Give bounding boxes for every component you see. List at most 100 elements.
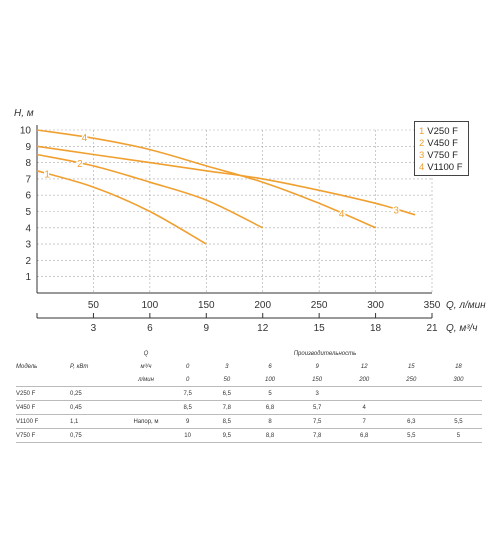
head-cell: 6,5 [207,386,247,401]
head-cell: 7 [340,414,388,429]
x-tick-label-top: 300 [367,300,384,311]
head-cell: 5 [434,428,482,443]
head-cell: 6,3 [387,414,435,429]
head-cell: 9,5 [207,428,247,443]
head-cell: 5,5 [387,428,435,443]
head-cell [387,400,435,415]
legend-item: 1 V250 F [419,126,468,138]
head-cell: 3 [293,386,341,401]
legend-name: V250 F [427,126,458,137]
y-tick-label: 3 [25,240,31,251]
lmin-cell: 300 [434,373,482,387]
y-tick-label: 9 [25,142,31,153]
unit-m3h: м³/ч [140,363,152,370]
unit-lmin: л/мин [124,373,168,387]
y-tick-label: 5 [25,207,31,218]
legend-number: 2 [419,138,425,149]
q-label: Q [143,350,149,357]
m3h-cell: 9 [315,363,319,370]
x-axis-bottom-label: Q, м³/ч [446,323,477,334]
head-cell: 5,7 [293,400,341,415]
curve-2 [36,153,264,229]
head-cell: 9 [168,414,208,429]
legend-name: V1100 F [427,162,463,173]
x-tick-label-bottom: 3 [91,323,97,334]
m3h-cell: 12 [360,363,368,370]
x-tick-label-top: 150 [198,300,215,311]
legend-number: 1 [419,126,425,137]
legend-number: 4 [419,162,425,173]
curve-label: 1 [44,170,50,181]
legend-item: 4 V1100 F [419,162,468,174]
x-tick-label-bottom: 6 [147,323,153,334]
head-cell: 8,5 [168,400,208,415]
power-column-header: P, кВт [70,363,89,370]
head-cell [387,386,435,401]
table-row: V1100 F 1,1 Напор, м 9 8,5 8 7,5 7 6,3 5… [16,414,482,429]
lmin-cell: 150 [293,373,341,387]
head-cell: 6,8 [340,428,388,443]
y-tick-label: 2 [25,256,31,267]
curve-1 [36,170,207,245]
x-tick-label-top: 200 [254,300,271,311]
model-column-header: Модель [16,363,38,370]
m3h-cell: 3 [225,363,229,370]
curve-label: 3 [393,205,399,216]
x-tick-label-bottom: 12 [257,323,269,334]
lmin-cell: 50 [207,373,247,387]
table-row: V450 F 0,45 8,5 7,8 6,8 5,7 4 [16,400,482,415]
head-cell: 7,8 [293,428,341,443]
model-cell: V250 F [16,386,70,401]
y-tick-label: 1 [25,272,31,283]
legend-item: 2 V450 F [419,138,468,150]
x-axis-top-label: Q, л/мин [446,300,486,311]
legend-name: V750 F [427,150,458,161]
x-tick-label-bottom: 15 [314,323,326,334]
curve-label: 4 [82,133,88,144]
head-cell: 7,5 [168,386,208,401]
m3h-cell: 18 [455,363,462,370]
lmin-cell: 250 [387,373,435,387]
table-row: V750 F 0,75 10 9,5 8,8 7,8 6,8 5,5 5 [16,428,482,443]
head-cell: 8,8 [246,428,294,443]
head-cell: 5,5 [434,414,482,429]
performance-header: Производительность [293,350,357,357]
head-cell [340,386,388,401]
head-cell: 8,5 [207,414,247,429]
m3h-cell: 6 [268,363,272,370]
lmin-cell: 0 [168,373,208,387]
x-tick-label-bottom: 21 [426,323,438,334]
head-cell: 8 [246,414,294,429]
legend-number: 3 [419,150,425,161]
head-cell: 6,8 [246,400,294,415]
head-cell [434,386,482,401]
curve-label: 4 [339,209,345,220]
head-cell: 7,8 [207,400,247,415]
model-cell: V750 F [16,428,70,443]
legend-item: 3 V750 F [419,150,468,162]
x-tick-label-top: 350 [424,300,441,311]
curve-3 [36,145,416,216]
y-tick-label: 7 [25,174,31,185]
curve-4 [36,129,376,229]
curve-label: 2 [77,159,83,170]
x-tick-label-top: 100 [142,300,159,311]
m3h-cell: 15 [407,363,415,370]
lmin-cell: 100 [246,373,294,387]
head-cell: 10 [168,428,208,443]
table-row: V250 F 0,25 7,5 6,5 5 3 [16,386,482,401]
y-tick-label: 4 [25,223,31,234]
legend-name: V450 F [427,138,458,149]
performance-table: Q Производительность Модель P, кВт м³/ч … [16,347,482,443]
head-cell: 7,5 [293,414,341,429]
y-axis-label: H, м [14,108,34,119]
y-tick-label: 8 [25,158,31,169]
head-cell [434,400,482,415]
head-label: Напор, м [124,414,168,429]
head-cell: 4 [340,400,388,415]
power-cell: 0,45 [70,400,124,415]
power-cell: 1,1 [70,414,124,429]
x-tick-label-top: 250 [311,300,328,311]
power-cell: 0,25 [70,386,124,401]
